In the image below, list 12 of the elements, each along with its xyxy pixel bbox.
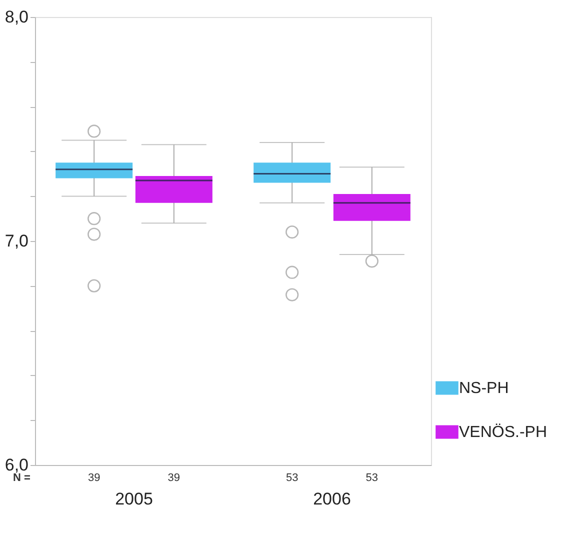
x-tick-label: 2006: [313, 490, 351, 508]
text: 53: [366, 472, 378, 484]
y-tick-label: 6,0: [4, 456, 28, 474]
legend-label: VENÖS.-PH: [459, 423, 548, 441]
legend-label: NS-PH: [459, 380, 509, 397]
text: N =: [13, 472, 30, 484]
text: 53: [286, 472, 298, 484]
x-tick-label: 2005: [115, 490, 153, 508]
y-tick-label: 7,0: [4, 232, 28, 250]
text: 39: [88, 472, 100, 484]
text: 39: [168, 472, 180, 484]
y-tick-label: 8,0: [4, 8, 28, 26]
